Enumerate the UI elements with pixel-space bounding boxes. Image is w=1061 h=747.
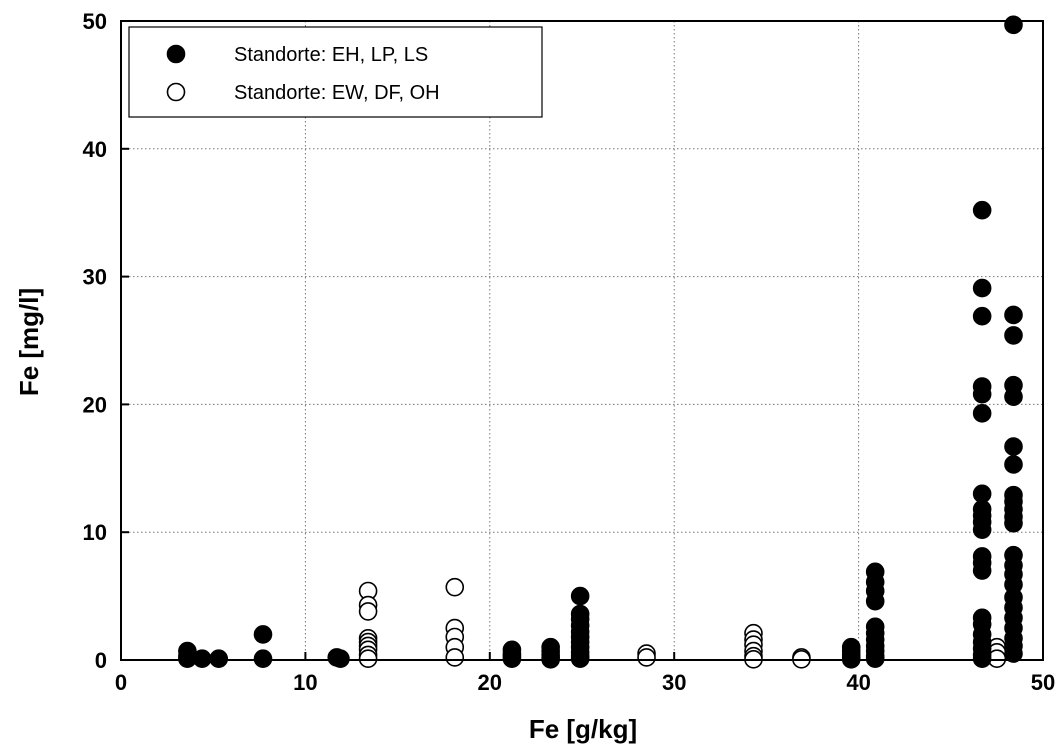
data-point-filled — [865, 649, 885, 669]
x-tick-label: 0 — [115, 670, 127, 695]
data-point-filled — [1004, 15, 1023, 35]
y-tick-label: 50 — [83, 9, 107, 34]
data-point-filled — [972, 520, 992, 539]
data-point-filled — [972, 484, 992, 504]
data-point-filled — [192, 649, 212, 669]
tick-labels: 0 10 20 30 40 50 0 10 20 30 40 50 — [83, 9, 1056, 695]
legend: Standorte: EH, LP, LS Standorte: EW, DF,… — [128, 26, 543, 118]
data-point-filled — [1004, 387, 1023, 407]
y-tick-label: 30 — [83, 265, 107, 290]
data-point-filled — [209, 649, 229, 669]
data-point-filled — [1004, 437, 1023, 456]
legend-label-series-1: Standorte: EH, LP, LS — [234, 44, 428, 66]
y-tick-label: 20 — [83, 392, 107, 417]
data-point-filled — [1004, 644, 1023, 663]
y-tick-label: 10 — [83, 520, 107, 545]
x-axis-label: Fe [g/kg] — [529, 714, 637, 744]
data-point-filled — [972, 306, 992, 326]
data-point-filled — [502, 649, 522, 669]
plot-frame — [120, 20, 1044, 661]
legend-marker-filled — [166, 44, 186, 64]
data-point-filled — [972, 384, 992, 404]
x-tick-label: 50 — [1031, 670, 1055, 695]
data-point-filled — [1004, 326, 1023, 345]
data-point-open — [358, 602, 378, 621]
data-point-open — [637, 648, 656, 667]
legend-box — [128, 26, 543, 118]
data-point-filled — [972, 561, 992, 580]
data-point-filled — [1004, 305, 1023, 325]
data-point-filled — [865, 591, 885, 611]
y-axis-label: Fe [mg/l] — [14, 288, 44, 396]
data-point-open — [445, 648, 465, 667]
axis-ticks — [120, 20, 1044, 661]
legend-label-series-2: Standorte: EW, DF, OH — [234, 82, 440, 104]
data-point-open — [358, 649, 378, 669]
grid — [121, 21, 1043, 660]
x-tick-label: 20 — [478, 670, 502, 695]
x-tick-label: 10 — [293, 670, 317, 695]
data-point-open — [445, 577, 465, 597]
data-point-filled — [972, 200, 992, 220]
y-tick-label: 0 — [95, 648, 107, 673]
data-point-filled — [972, 278, 992, 298]
data-point-filled — [570, 649, 590, 669]
data-point-filled — [1004, 455, 1023, 474]
data-point-filled — [972, 404, 992, 423]
data-point-filled — [570, 586, 590, 606]
data-point-filled — [331, 649, 350, 669]
x-tick-label: 40 — [846, 670, 870, 695]
x-tick-label: 30 — [662, 670, 686, 695]
y-tick-label: 40 — [83, 137, 107, 162]
data-point-filled — [253, 649, 273, 669]
legend-marker-open — [166, 82, 186, 102]
data-point-filled — [1004, 513, 1023, 533]
data-point-filled — [972, 649, 992, 669]
data-point-filled — [253, 625, 273, 644]
